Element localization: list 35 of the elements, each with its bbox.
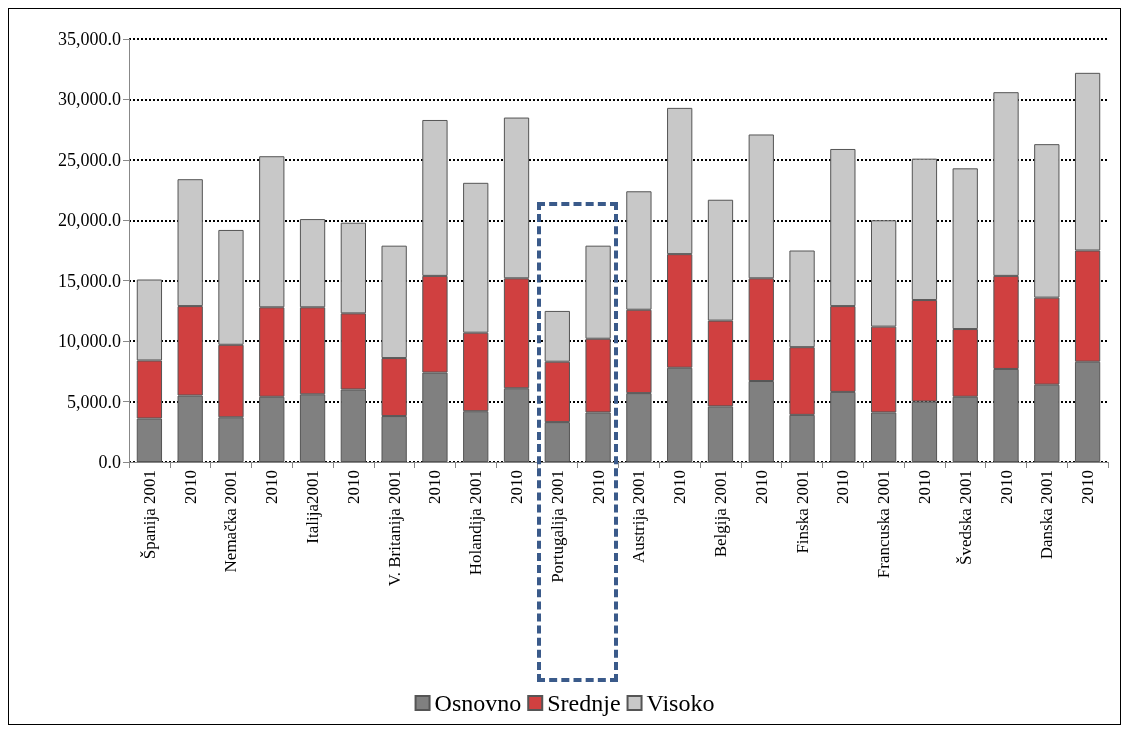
y-tick-label: 15,000.0 xyxy=(58,270,121,291)
x-tick-label: 2010 xyxy=(588,470,608,504)
x-tick-label: Italija2001 xyxy=(303,470,323,544)
legend-label: Visoko xyxy=(646,690,715,716)
x-tick-label: 2010 xyxy=(914,470,934,504)
y-tick-label: 35,000.0 xyxy=(58,29,121,49)
x-tick-label: Švedska 2001 xyxy=(955,470,975,565)
x-tick-label: 2010 xyxy=(751,470,771,504)
x-tick-label: Belgija 2001 xyxy=(710,470,730,558)
x-tick-label: Holandija 2001 xyxy=(466,470,486,576)
y-tick-label: 5,000.0 xyxy=(67,391,121,412)
x-tick-label: 2010 xyxy=(262,470,282,504)
x-tick-label: 2010 xyxy=(670,470,690,504)
x-tick-label: 2010 xyxy=(507,470,527,504)
legend-label: Srednje xyxy=(547,690,621,716)
x-tick-label: Austrija 2001 xyxy=(629,470,649,564)
legend-label: Osnovno xyxy=(434,690,522,716)
x-tick-label: Danska 2001 xyxy=(1037,470,1057,560)
x-tick-label: 2010 xyxy=(1078,470,1098,504)
y-tick-label: 20,000.0 xyxy=(58,210,121,231)
x-tick-label: 2010 xyxy=(996,470,1016,504)
x-tick-label: 2010 xyxy=(833,470,853,504)
x-tick-label: Španija 2001 xyxy=(139,470,159,560)
x-tick-label: Portugalija 2001 xyxy=(547,470,567,583)
x-tick-label: Francuska 2001 xyxy=(874,470,894,579)
y-tick-label: 30,000.0 xyxy=(58,89,121,110)
x-tick-label: Finska 2001 xyxy=(792,470,812,554)
x-tick-label: 2010 xyxy=(425,470,445,504)
x-tick-label: Nemačka 2001 xyxy=(221,470,241,573)
x-tick-label: 2010 xyxy=(343,470,363,504)
y-tick-label: 0.0 xyxy=(98,452,121,472)
x-tick-label: V. Britanija 2001 xyxy=(384,470,404,587)
y-tick-label: 10,000.0 xyxy=(58,331,121,352)
x-tick-label: 2010 xyxy=(180,470,200,504)
y-tick-label: 25,000.0 xyxy=(58,149,121,170)
